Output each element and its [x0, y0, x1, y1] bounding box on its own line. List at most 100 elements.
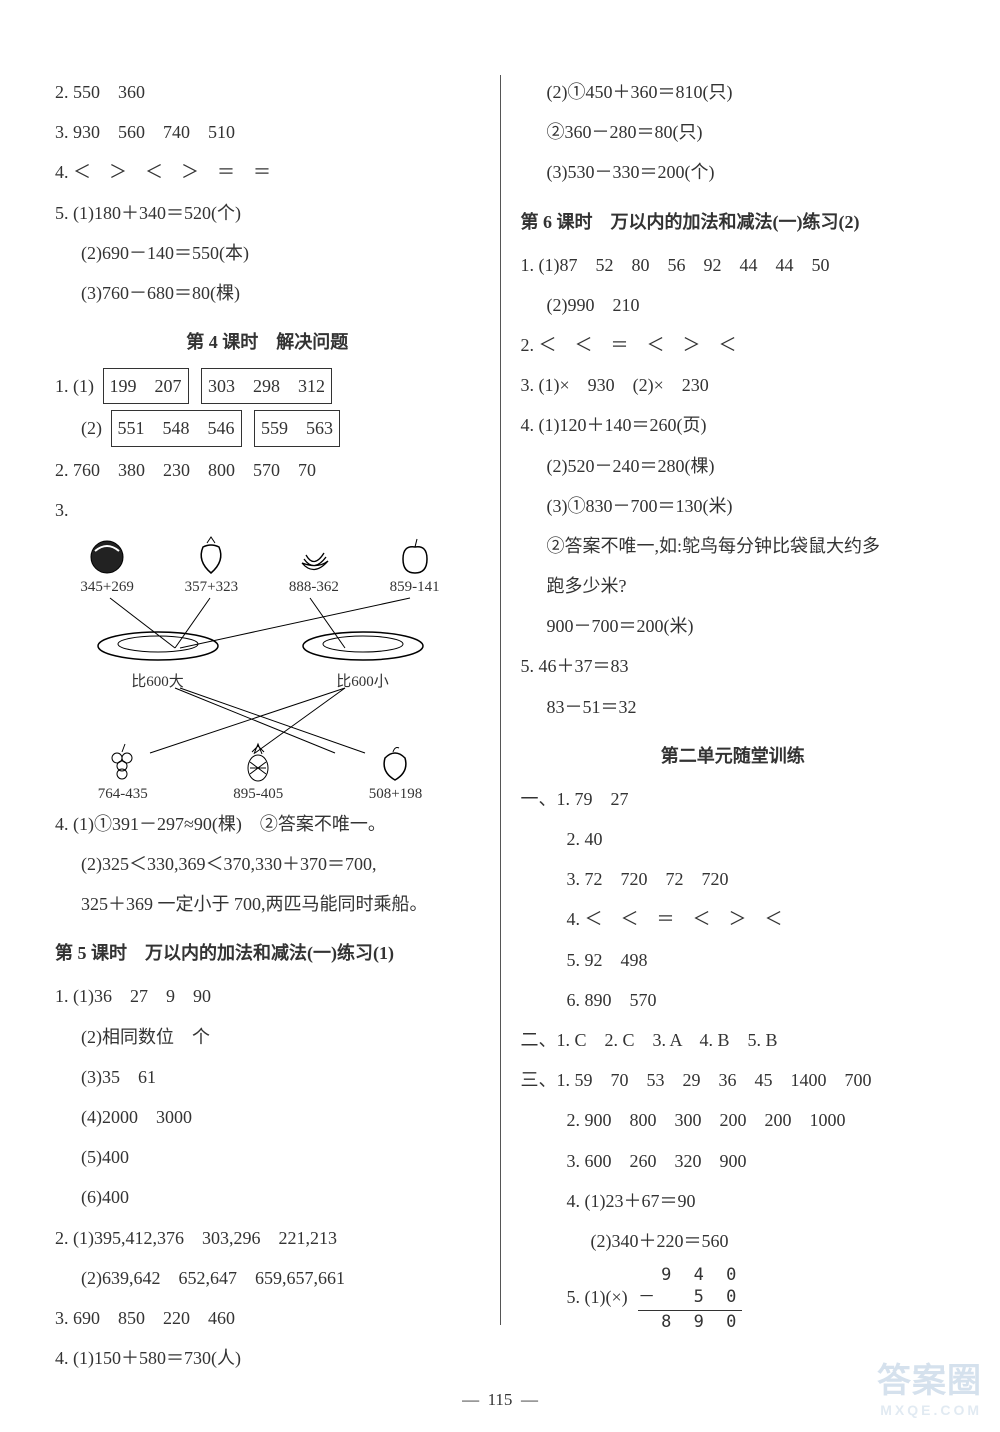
answer-line: (2)990 210: [521, 288, 946, 322]
answer-line: 3. 600 260 320 900: [521, 1144, 946, 1178]
answer-line: 2. 900 800 300 200 200 1000: [521, 1103, 946, 1137]
answer-line: 4. (1)①391－297≈90(棵) ②答案不唯一。: [55, 807, 480, 841]
answer-line: 5. 46＋37＝83: [521, 649, 946, 683]
label: 1. (1): [55, 376, 94, 396]
answer-line: (3)①830－700＝130(米): [521, 489, 946, 523]
plate: 比600小: [298, 628, 428, 691]
calc-bottom: 8 9 0: [638, 1311, 742, 1333]
page-number: — 115 —: [0, 1390, 1000, 1410]
answer-line: (2) 551 548 546 559 563: [55, 410, 480, 446]
answer-line: 1. (1)87 52 80 56 92 44 44 50: [521, 248, 946, 282]
plate-label: 比600大: [131, 674, 184, 690]
watermelon-icon: [85, 533, 129, 577]
expr-label: 764-435: [98, 786, 148, 802]
grapes-icon: [101, 740, 145, 784]
answer-line: (2)325＜330,369＜370,330＋370＝700,: [55, 847, 480, 881]
answer-line: (2)340＋220＝560: [521, 1224, 946, 1258]
answer-line: 325＋369 一定小于 700,两匹马能同时乘船。: [55, 887, 480, 921]
expr-label: 859-141: [390, 579, 440, 595]
answer-line: 4. ＜ ＞ ＜ ＞ ＝ ＝: [55, 155, 480, 189]
answer-line: (2)相同数位 个: [55, 1020, 480, 1054]
answer-line: (2)690－140＝550(本): [55, 236, 480, 270]
expr-label: 895-405: [233, 786, 283, 802]
peach-icon: [373, 740, 417, 784]
pineapple-icon: [236, 740, 280, 784]
calc-top: 9 4 0: [638, 1264, 742, 1286]
answer-line: 3. 930 560 740 510: [55, 115, 480, 149]
answer-line: 二、1. C 2. C 3. A 4. B 5. B: [521, 1023, 946, 1057]
answer-line: 3.: [55, 493, 480, 527]
answer-line: 900－700＝200(米): [521, 609, 946, 643]
boxed-numbers: 199 207: [103, 368, 189, 404]
answer-line: (3)760－680＝80(棵): [55, 276, 480, 310]
answer-line: 4. ＜ ＜ ＝ ＜ ＞ ＜: [521, 902, 946, 936]
section-title: 第二单元随堂训练: [521, 742, 946, 768]
answer-line: 3. (1)× 930 (2)× 230: [521, 368, 946, 402]
answer-line: 1. (1)36 27 9 90: [55, 979, 480, 1013]
column-divider: [500, 75, 501, 1325]
calc-mid: － 5 0: [638, 1286, 742, 1308]
expr-label: 888-362: [289, 579, 339, 595]
answer-line: 6. 890 570: [521, 983, 946, 1017]
section-title: 第 6 课时 万以内的加法和减法(一)练习(2): [521, 208, 946, 234]
answer-line: 三、1. 59 70 53 29 36 45 1400 700: [521, 1063, 946, 1097]
fruit-item: 508+198: [369, 740, 422, 803]
expr-label: 508+198: [369, 786, 422, 802]
answer-line: 3. 690 850 220 460: [55, 1301, 480, 1335]
label: 5. (1)(×): [567, 1287, 628, 1307]
answer-line: (2)639,642 652,647 659,657,661: [55, 1261, 480, 1295]
answer-line: 4. (1)150＋580＝730(人): [55, 1341, 480, 1375]
vertical-calculation: 9 4 0 － 5 0 8 9 0: [638, 1264, 742, 1333]
answer-line: 2. 550 360: [55, 75, 480, 109]
bottom-fruit-row: 764-435 895-405 508+198: [55, 740, 465, 803]
watermark-sub: MXQE.COM: [877, 1402, 982, 1418]
answer-line: 5. 92 498: [521, 943, 946, 977]
answer-line: 2. 760 380 230 800 570 70: [55, 453, 480, 487]
strawberry-icon: [189, 533, 233, 577]
answer-line: 83－51＝32: [521, 690, 946, 724]
fruit-item: 859-141: [390, 533, 440, 596]
answer-line: 4. (1)120＋140＝260(页): [521, 408, 946, 442]
top-fruit-row: 345+269 357+323 888-362 859-141: [55, 533, 465, 596]
answer-line: (2)①450＋360＝810(只): [521, 75, 946, 109]
fruit-item: 888-362: [289, 533, 339, 596]
boxed-numbers: 303 298 312: [201, 368, 332, 404]
section-title: 第 4 课时 解决问题: [55, 328, 480, 354]
answer-line: (6)400: [55, 1180, 480, 1214]
right-column: (2)①450＋360＝810(只) ②360－280＝80(只) (3)530…: [506, 75, 961, 1382]
fruit-item: 764-435: [98, 740, 148, 803]
matching-diagram: 345+269 357+323 888-362 859-141: [55, 533, 465, 803]
answer-line: (2)520－240＝280(棵): [521, 449, 946, 483]
answer-line: 一、1. 79 27: [521, 782, 946, 816]
answer-line: (5)400: [55, 1140, 480, 1174]
answer-line: 5. (1)180＋340＝520(个): [55, 196, 480, 230]
worksheet-page: 2. 550 360 3. 930 560 740 510 4. ＜ ＞ ＜ ＞…: [0, 0, 1000, 1432]
apple-icon: [393, 533, 437, 577]
watermark: 答案圈 MXQE.COM: [877, 1353, 982, 1418]
label: (2): [81, 418, 102, 438]
answer-line: 2. (1)395,412,376 303,296 221,213: [55, 1221, 480, 1255]
answer-line: 4. (1)23＋67＝90: [521, 1184, 946, 1218]
plate-label: 比600小: [336, 674, 389, 690]
fruit-item: 357+323: [185, 533, 238, 596]
plate-icon: [298, 628, 428, 668]
answer-line: 3. 72 720 72 720: [521, 862, 946, 896]
answer-line: ②360－280＝80(只): [521, 115, 946, 149]
fruit-item: 895-405: [233, 740, 283, 803]
plate-icon: [93, 628, 223, 668]
answer-line: 跑多少米?: [521, 569, 946, 603]
answer-line: (3)35 61: [55, 1060, 480, 1094]
answer-line: (3)530－330＝200(个): [521, 155, 946, 189]
answer-line: 1. (1) 199 207 303 298 312: [55, 368, 480, 404]
answer-line: ②答案不唯一,如:鸵鸟每分钟比袋鼠大约多: [521, 529, 946, 563]
plate: 比600大: [93, 628, 223, 691]
boxed-numbers: 559 563: [254, 410, 340, 446]
answer-line: 2. 40: [521, 822, 946, 856]
left-column: 2. 550 360 3. 930 560 740 510 4. ＜ ＞ ＜ ＞…: [40, 75, 495, 1382]
fruit-item: 345+269: [80, 533, 133, 596]
expr-label: 357+323: [185, 579, 238, 595]
answer-line: (4)2000 3000: [55, 1100, 480, 1134]
section-title: 第 5 课时 万以内的加法和减法(一)练习(1): [55, 939, 480, 965]
boxed-numbers: 551 548 546: [111, 410, 242, 446]
answer-line: 5. (1)(×) 9 4 0 － 5 0 8 9 0: [521, 1264, 946, 1333]
